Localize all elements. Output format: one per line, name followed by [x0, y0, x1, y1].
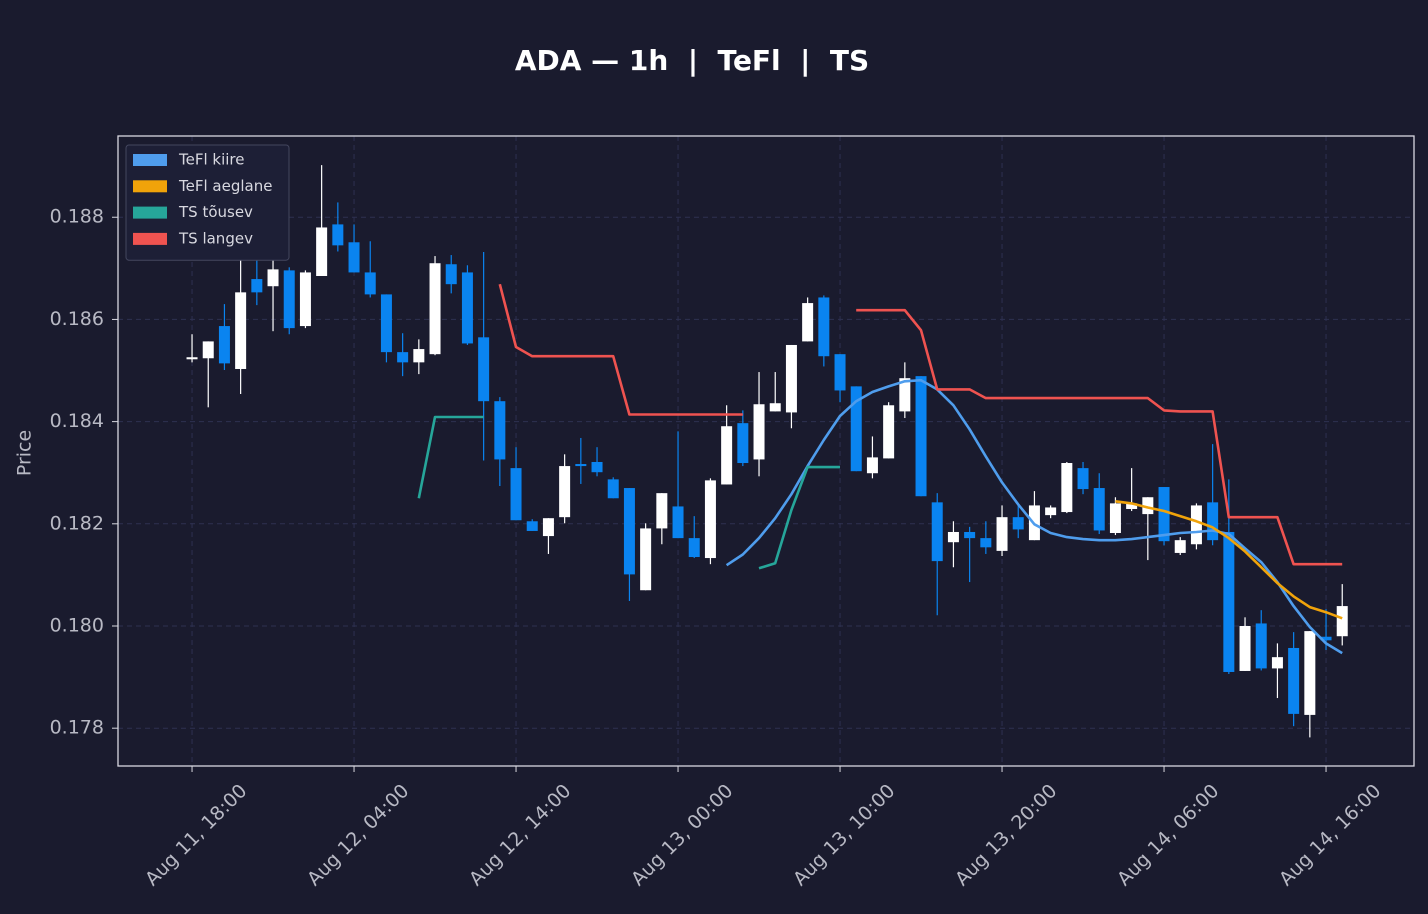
candle-body — [899, 378, 911, 412]
candle-body — [478, 337, 490, 402]
y-tick-label: 0.184 — [50, 410, 104, 432]
candle-body — [413, 349, 425, 363]
candle-body — [850, 386, 862, 472]
candle-body — [1255, 623, 1267, 669]
candle-body — [1207, 502, 1219, 541]
candle-body — [623, 488, 635, 575]
candle-body — [1336, 606, 1348, 637]
candle-body — [931, 502, 943, 562]
candle-body — [737, 423, 749, 464]
indicator-line — [498, 283, 1343, 566]
candle-body — [672, 506, 684, 539]
candle-body — [235, 292, 247, 369]
candle-body — [299, 272, 311, 327]
candle-body — [251, 279, 263, 293]
candle-body — [218, 326, 230, 364]
candle-body — [461, 272, 473, 344]
y-axis-label: Price — [14, 430, 36, 476]
legend-swatch — [133, 232, 167, 245]
candle-body — [769, 403, 781, 412]
candle-body — [267, 269, 279, 287]
candle-body — [1271, 657, 1283, 669]
candle-body — [1304, 631, 1316, 715]
candle-body — [818, 297, 830, 357]
candle-body — [1223, 531, 1235, 672]
candle-body — [591, 461, 603, 473]
y-tick-label: 0.188 — [50, 206, 104, 228]
candle-body — [510, 468, 522, 521]
legend-label: TeFl aeglane — [178, 177, 272, 195]
candle-body — [1174, 540, 1186, 553]
candle-body — [980, 538, 992, 548]
legend-box — [125, 144, 290, 261]
candle-body — [1320, 636, 1332, 641]
candle-body — [332, 224, 344, 246]
legend-swatch — [133, 206, 167, 219]
indicator-line — [1115, 500, 1343, 620]
candle-body — [753, 404, 765, 460]
candle-body — [721, 426, 733, 485]
candle-body — [1077, 468, 1089, 490]
candle-body — [996, 517, 1008, 551]
candle-body — [429, 263, 441, 355]
candle-body — [1190, 505, 1202, 545]
candle-body — [802, 303, 814, 342]
indicator-line — [417, 415, 840, 570]
candle-body — [915, 376, 927, 497]
candle-body — [202, 341, 214, 359]
candle-body — [1093, 488, 1105, 531]
candle-body — [1045, 507, 1057, 516]
y-tick-label: 0.186 — [50, 308, 104, 330]
legend-swatch — [133, 154, 167, 166]
candle-body — [526, 521, 538, 531]
candle-body — [1061, 463, 1073, 513]
candle-body — [1288, 647, 1300, 714]
candle-body — [364, 272, 376, 295]
candle-body — [866, 457, 878, 474]
y-tick-label: 0.180 — [50, 615, 104, 637]
candle-body — [947, 531, 959, 543]
candle-body — [1109, 503, 1121, 534]
candle-body — [397, 352, 409, 363]
indicator-line — [725, 378, 1343, 655]
legend: TeFl kiire TeFl aeglane TS tõusev TS langev — [125, 144, 290, 261]
candle-body — [494, 401, 506, 460]
candle-body — [834, 354, 846, 391]
candle-body — [186, 357, 198, 360]
candle-body — [380, 294, 392, 353]
y-tick-label: 0.178 — [50, 717, 104, 739]
legend-label: TS tõusev — [178, 203, 253, 221]
chart-title: ADA — 1h | TeFl | TS — [515, 44, 869, 77]
candle-body — [283, 270, 295, 329]
legend-label: TS langev — [178, 229, 253, 247]
candle-body — [575, 464, 587, 467]
candle-body — [559, 466, 571, 518]
candle-body — [883, 405, 895, 459]
candle-body — [607, 479, 619, 499]
candle-body — [1126, 503, 1138, 509]
candle-body — [1142, 497, 1154, 515]
candle-body — [348, 242, 360, 273]
candle-body — [688, 538, 700, 558]
candle-body — [1239, 626, 1251, 671]
candle-body — [445, 264, 457, 285]
candle-body — [1012, 517, 1024, 530]
candle-body — [316, 227, 328, 276]
candle-body — [704, 480, 716, 559]
candle-body — [542, 518, 554, 537]
candle-body — [640, 528, 652, 591]
candle-body — [656, 493, 668, 529]
plot-frame — [117, 135, 1415, 767]
legend-swatch — [133, 180, 167, 193]
candle-body — [964, 531, 976, 539]
legend-label: TeFl kiire — [178, 151, 245, 169]
candle-body — [785, 344, 797, 413]
candle-body — [1158, 487, 1170, 542]
y-tick-label: 0.182 — [50, 512, 104, 534]
